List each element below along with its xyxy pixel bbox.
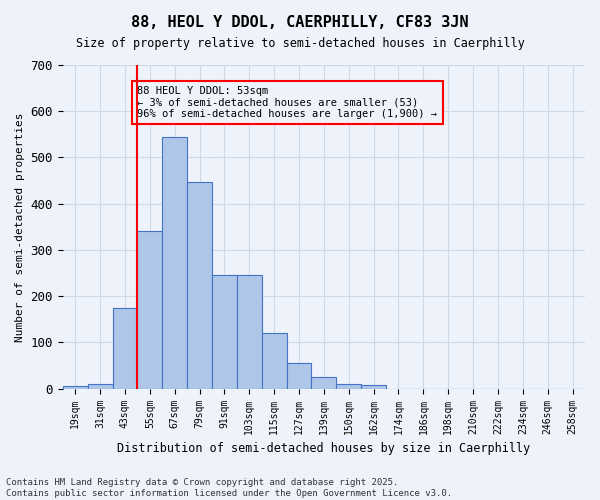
Bar — [361, 385, 386, 388]
Bar — [287, 364, 311, 388]
Bar — [137, 232, 162, 388]
X-axis label: Distribution of semi-detached houses by size in Caerphilly: Distribution of semi-detached houses by … — [117, 442, 530, 455]
Bar — [187, 182, 212, 388]
Bar — [337, 384, 361, 388]
Bar — [88, 384, 113, 388]
Bar — [212, 276, 237, 388]
Text: Size of property relative to semi-detached houses in Caerphilly: Size of property relative to semi-detach… — [76, 38, 524, 51]
Bar — [113, 308, 137, 388]
Bar — [162, 136, 187, 388]
Text: Contains HM Land Registry data © Crown copyright and database right 2025.
Contai: Contains HM Land Registry data © Crown c… — [6, 478, 452, 498]
Bar — [311, 377, 337, 388]
Text: 88 HEOL Y DDOL: 53sqm
← 3% of semi-detached houses are smaller (53)
96% of semi-: 88 HEOL Y DDOL: 53sqm ← 3% of semi-detac… — [137, 86, 437, 119]
Bar — [63, 386, 88, 388]
Text: 88, HEOL Y DDOL, CAERPHILLY, CF83 3JN: 88, HEOL Y DDOL, CAERPHILLY, CF83 3JN — [131, 15, 469, 30]
Bar — [237, 276, 262, 388]
Y-axis label: Number of semi-detached properties: Number of semi-detached properties — [15, 112, 25, 342]
Bar — [262, 333, 287, 388]
